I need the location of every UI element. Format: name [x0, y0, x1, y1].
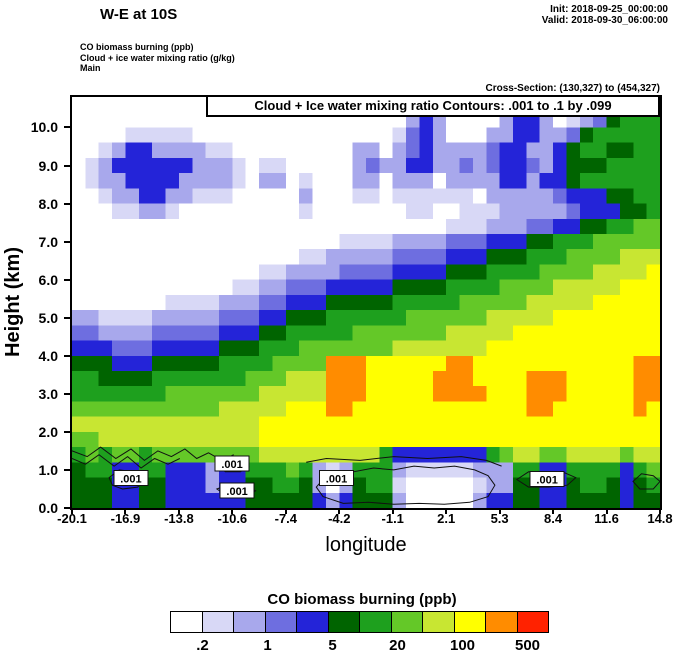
colorbar-tick-label: 5 — [328, 637, 337, 654]
y-tick-mark — [64, 392, 70, 395]
colorbar-tick-label: 100 — [449, 637, 476, 654]
svg-text:.001: .001 — [120, 473, 141, 485]
x-tick-mark — [71, 508, 73, 514]
y-tick-mark — [64, 507, 70, 509]
contour-value-label: .001 — [214, 455, 250, 472]
colorbar-cell — [516, 611, 549, 633]
colorbar-cell — [453, 611, 486, 633]
x-tick-mark — [659, 508, 661, 514]
y-tick-label: 3.0 — [38, 385, 58, 402]
y-axis-tick-labels: 0.0 1.0 2.0 3.0 4.0 5.0 6.0 7.0 8.0 9.0 10.0 — [0, 97, 64, 516]
co-heatmap — [72, 97, 660, 508]
colorbar-tick-label: 1 — [263, 637, 272, 654]
y-tick-label: 6.0 — [38, 271, 58, 288]
colorbar-cell — [422, 611, 455, 633]
y-tick-label: 2.0 — [38, 423, 58, 440]
y-tick-mark — [64, 316, 70, 319]
y-tick-label: 10.0 — [30, 119, 58, 136]
y-tick-mark — [64, 240, 70, 243]
colorbar-cell — [264, 611, 297, 633]
x-tick-mark — [498, 508, 501, 514]
x-axis-ticks — [71, 508, 661, 516]
colorbar-cell — [327, 611, 360, 633]
x-tick-mark — [445, 508, 448, 514]
x-tick-mark — [284, 508, 287, 514]
x-tick-label: -4.2 — [328, 511, 351, 526]
colorbar-cell — [485, 611, 518, 633]
y-tick-mark — [64, 430, 70, 433]
colorbar — [170, 611, 549, 633]
x-tick-label: -16.9 — [110, 511, 141, 526]
y-tick-mark — [64, 164, 70, 167]
y-axis-ticks — [64, 97, 72, 509]
co-cross-section-plot: .001 .001 .001 .001 .001 — [72, 97, 660, 508]
svg-text:.001: .001 — [226, 486, 247, 498]
contour-value-label: .001 — [319, 469, 355, 486]
colorbar-cell — [359, 611, 392, 633]
field-line-cloud: Cloud + ice water mixing ratio (g/kg) — [80, 52, 235, 63]
x-tick-label: -7.4 — [274, 511, 298, 526]
y-tick-label: 9.0 — [38, 157, 58, 174]
y-tick-label: 1.0 — [38, 461, 58, 478]
svg-text:.001: .001 — [221, 459, 242, 471]
x-tick-mark — [231, 508, 234, 514]
x-tick-mark — [338, 508, 341, 514]
colorbar-tick-label: .2 — [196, 637, 209, 654]
colorbar-title: CO biomass burning (ppb) — [267, 591, 457, 608]
colorbar-cell — [170, 611, 203, 633]
x-tick-mark — [177, 508, 180, 514]
colorbar-cell — [201, 611, 234, 633]
field-line-co: CO biomass burning (ppb) — [80, 42, 194, 52]
y-tick-mark — [64, 126, 70, 129]
x-tick-label: 8.4 — [544, 511, 563, 526]
x-tick-mark — [124, 508, 127, 514]
init-time: Init: 2018-09-25_00:00:00 — [550, 4, 668, 15]
x-axis-label: longitude — [325, 534, 407, 556]
run-times: Init: 2018-09-25_00:00:00 Valid: 2018-09… — [542, 4, 668, 26]
x-tick-mark — [552, 508, 555, 514]
contour-value-label: .001 — [113, 469, 149, 486]
y-tick-mark — [64, 468, 70, 471]
y-tick-label: 5.0 — [38, 309, 58, 326]
x-tick-label: 14.8 — [647, 511, 673, 526]
field-line-main: Main — [80, 63, 101, 73]
x-tick-mark — [605, 508, 608, 514]
x-tick-label: 5.3 — [490, 511, 509, 526]
x-tick-label: -13.8 — [164, 511, 194, 526]
colorbar-cell — [296, 611, 329, 633]
x-tick-mark — [391, 508, 394, 514]
plot-frame: .001 .001 .001 .001 .001 — [70, 95, 662, 510]
y-tick-label: 4.0 — [38, 347, 58, 364]
x-tick-label: -10.6 — [217, 511, 248, 526]
x-tick-label: -20.1 — [57, 511, 87, 526]
page-title: W-E at 10S — [100, 6, 178, 23]
valid-time: Valid: 2018-09-30_06:00:00 — [541, 15, 668, 26]
field-description: CO biomass burning (ppb) Cloud + ice wat… — [80, 42, 235, 74]
svg-text:.001: .001 — [326, 473, 347, 485]
y-tick-mark — [64, 278, 70, 281]
x-tick-label: -1.1 — [381, 511, 404, 526]
contour-value-label: .001 — [219, 482, 255, 499]
y-tick-mark — [64, 202, 70, 205]
colorbar-cell — [233, 611, 266, 633]
x-tick-label: 2.1 — [437, 511, 456, 526]
y-tick-label: 0.0 — [38, 500, 58, 516]
colorbar-tick-label: 20 — [389, 637, 406, 654]
colorbar-cell — [390, 611, 423, 633]
y-tick-label: 8.0 — [38, 195, 58, 212]
contour-value-label: .001 — [529, 470, 565, 487]
cross-section-label: Cross-Section: (130,327) to (454,327) — [485, 83, 660, 94]
colorbar-tick-labels: .2 1 5 20 100 500 — [170, 637, 560, 655]
svg-text:.001: .001 — [536, 474, 557, 486]
x-tick-label: 11.6 — [594, 511, 619, 526]
y-tick-label: 7.0 — [38, 233, 58, 250]
contour-info-box: Cloud + Ice water mixing ratio Contours:… — [206, 95, 660, 117]
y-tick-mark — [64, 354, 70, 357]
x-axis-tick-labels: -20.1 -16.9 -13.8 -10.6 -7.4 -4.2 -1.1 2.1 5.3 8.… — [57, 511, 672, 529]
colorbar-tick-label: 500 — [514, 637, 541, 654]
